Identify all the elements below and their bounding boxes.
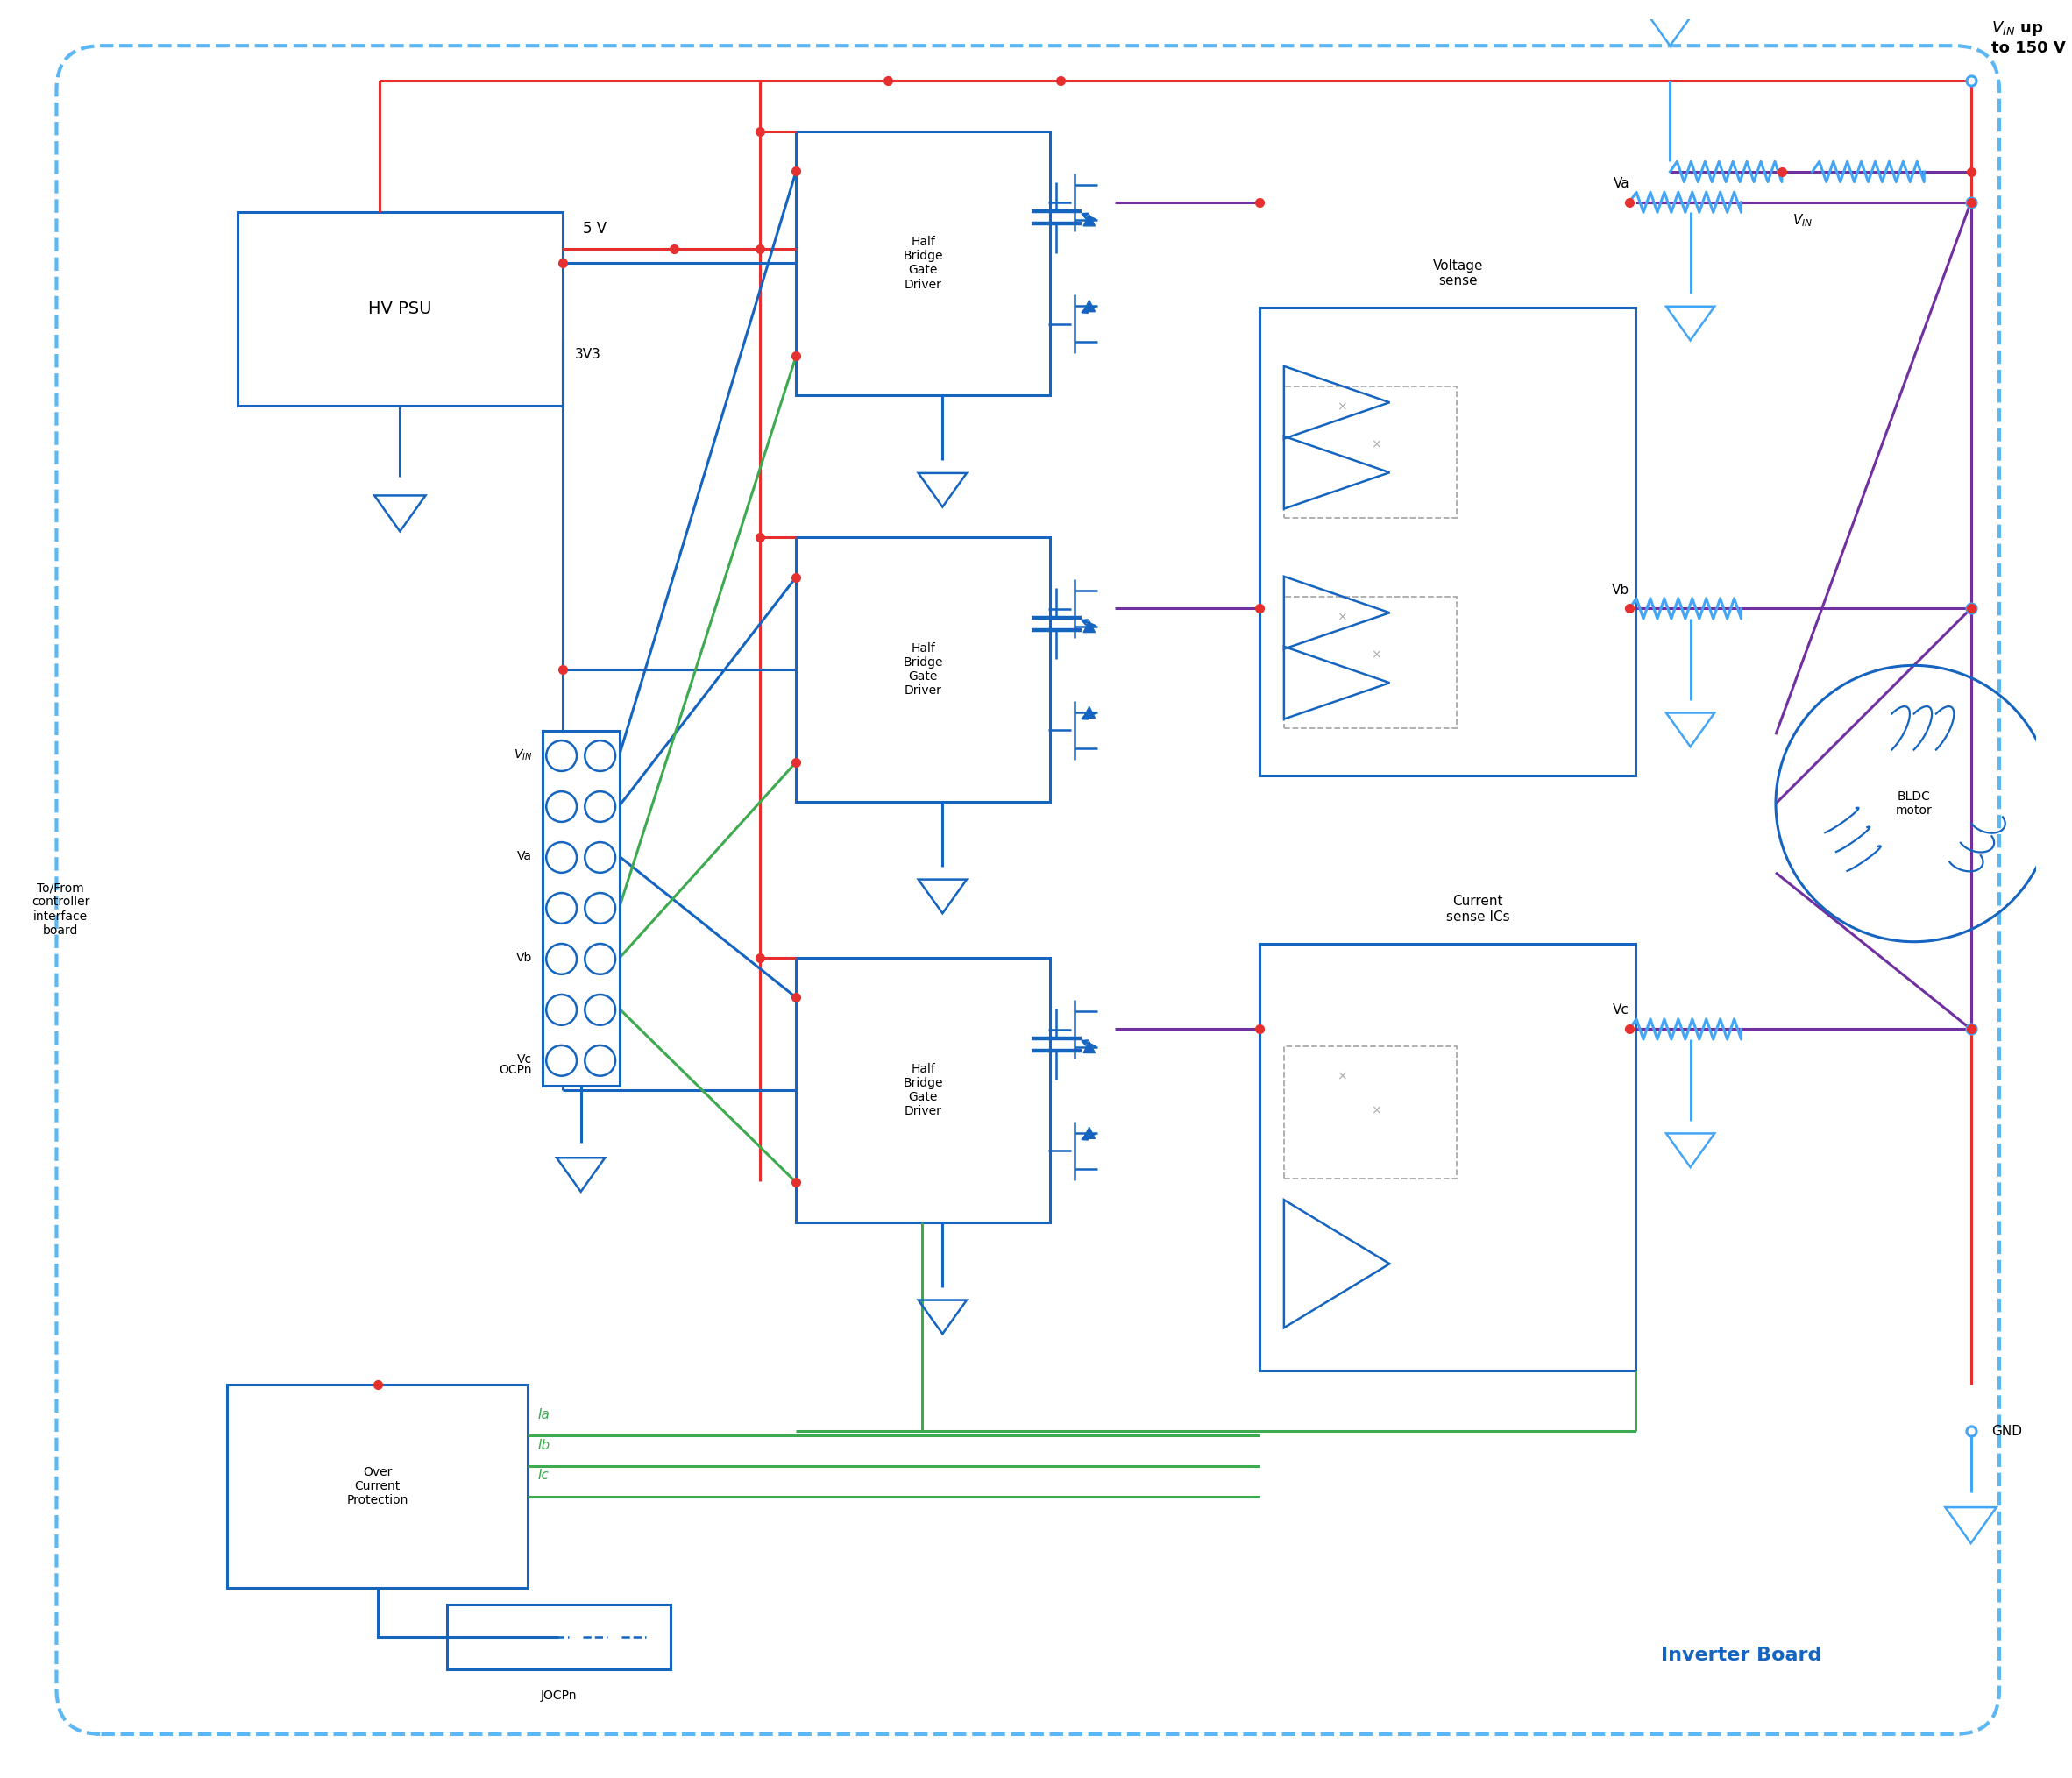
Polygon shape bbox=[1084, 215, 1096, 226]
Polygon shape bbox=[1084, 300, 1096, 311]
Polygon shape bbox=[1084, 706, 1096, 718]
Bar bbox=[1285, 596, 1457, 729]
Bar bbox=[1285, 1047, 1457, 1179]
Text: Over
Current
Protection: Over Current Protection bbox=[346, 1465, 408, 1506]
Bar bbox=[238, 212, 562, 405]
Text: Ic: Ic bbox=[539, 1469, 549, 1483]
Text: ×: × bbox=[1372, 439, 1382, 450]
Bar bbox=[228, 1385, 528, 1588]
Bar bbox=[796, 537, 1051, 802]
Polygon shape bbox=[1084, 1127, 1096, 1138]
Text: Va: Va bbox=[1614, 176, 1629, 190]
Polygon shape bbox=[1084, 621, 1096, 633]
Text: Va: Va bbox=[518, 850, 533, 862]
Text: Half
Bridge
Gate
Driver: Half Bridge Gate Driver bbox=[903, 236, 943, 290]
Bar bbox=[796, 958, 1051, 1221]
Text: Half
Bridge
Gate
Driver: Half Bridge Gate Driver bbox=[903, 642, 943, 697]
Text: $V_{IN}$: $V_{IN}$ bbox=[514, 747, 533, 763]
Text: ×: × bbox=[1336, 402, 1347, 412]
Text: ×: × bbox=[1336, 612, 1347, 624]
Polygon shape bbox=[1084, 1042, 1096, 1053]
Bar bbox=[1285, 386, 1457, 517]
Text: GND: GND bbox=[1991, 1424, 2022, 1438]
Text: Inverter Board: Inverter Board bbox=[1662, 1646, 1821, 1664]
Bar bbox=[1260, 308, 1635, 775]
Text: Vb: Vb bbox=[1612, 583, 1629, 596]
Text: 5 V: 5 V bbox=[582, 220, 607, 236]
Text: Current
sense ICs: Current sense ICs bbox=[1446, 894, 1510, 923]
Text: ×: × bbox=[1336, 1070, 1347, 1083]
Text: Ib: Ib bbox=[539, 1438, 551, 1451]
Text: Ia: Ia bbox=[539, 1408, 551, 1421]
Text: To/From
controller
interface
board: To/From controller interface board bbox=[31, 882, 89, 937]
Bar bbox=[796, 132, 1051, 395]
Text: 3V3: 3V3 bbox=[574, 348, 601, 361]
Text: JOCPn: JOCPn bbox=[541, 1689, 576, 1702]
Text: Voltage
sense: Voltage sense bbox=[1432, 260, 1484, 288]
Text: Half
Bridge
Gate
Driver: Half Bridge Gate Driver bbox=[903, 1063, 943, 1118]
Text: Vc: Vc bbox=[518, 1053, 533, 1065]
Text: $V_{IN}$: $V_{IN}$ bbox=[1792, 212, 1813, 229]
Text: OCPn: OCPn bbox=[499, 1063, 533, 1076]
Text: $V_{IN}$ up
to 150 V: $V_{IN}$ up to 150 V bbox=[1991, 20, 2066, 55]
Text: Vc: Vc bbox=[1612, 1005, 1629, 1017]
Text: Vb: Vb bbox=[516, 951, 533, 964]
Bar bbox=[448, 1604, 669, 1670]
Text: ×: × bbox=[1372, 1104, 1382, 1117]
Bar bbox=[1260, 944, 1635, 1371]
Text: ×: × bbox=[1372, 649, 1382, 661]
Text: HV PSU: HV PSU bbox=[369, 300, 431, 316]
Bar bbox=[543, 731, 620, 1086]
Text: BLDC
motor: BLDC motor bbox=[1896, 791, 1933, 816]
